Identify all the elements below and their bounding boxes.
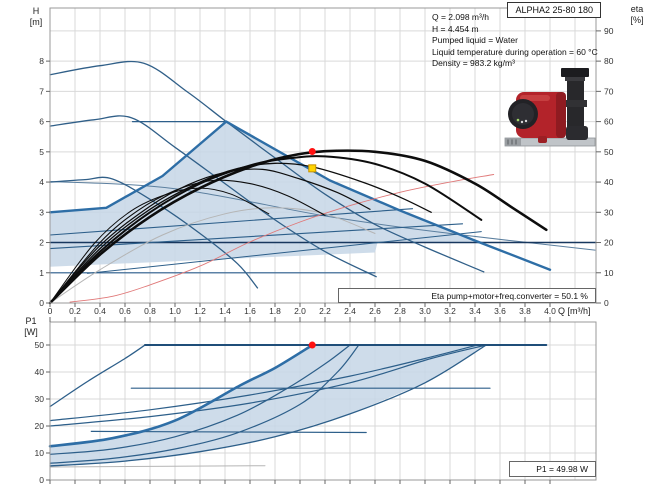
x-tick-label: 1.2 [194, 306, 206, 316]
head-value: H = 4.454 m [432, 23, 479, 34]
y-tick-label: 50 [35, 340, 45, 350]
pump-control-face [508, 99, 538, 129]
x-tick-label: 4.0 [544, 306, 556, 316]
curve-p1-c6 [49, 344, 360, 464]
eta-tick-label: 40 [604, 177, 614, 187]
y-tick-label: 30 [35, 394, 45, 404]
curve-p1-selected [48, 343, 314, 448]
curve-p1-steep [49, 344, 146, 408]
p1-result-box: P1 = 49.98 W [509, 461, 596, 477]
x-tick-label: 3.6 [494, 306, 506, 316]
x-tick-label: 2.4 [344, 306, 356, 316]
curve-p1-c20 [49, 344, 487, 427]
eta-tick-label: 80 [604, 56, 614, 66]
eta-tick-label: 70 [604, 86, 614, 96]
plot-frame-p1 [49, 321, 597, 481]
ticks-p1 [46, 317, 551, 484]
x-tick-label: 1.6 [244, 306, 256, 316]
x-tick-label: 0.8 [144, 306, 156, 316]
eta-tick-label: 90 [604, 26, 614, 36]
pump-product-image [504, 68, 596, 147]
curve-speed-2 [49, 115, 377, 278]
curve-speed-3 [49, 60, 485, 273]
x-tick-label: 1.4 [219, 306, 231, 316]
y-tick-label: 6 [39, 117, 44, 127]
eta-result-box: Eta pump+motor+freq.converter = 50.1 % [338, 288, 596, 303]
pump-pipe-column [561, 68, 589, 140]
curve-envelope-max [225, 120, 552, 271]
y-tick-label: 10 [35, 448, 45, 458]
q-axis-label: Q [m³/h] [558, 306, 591, 316]
y-tick-label: 20 [35, 421, 45, 431]
pump-type-box: ALPHA2 25-80 180 [507, 2, 601, 18]
y-tick-label: 8 [39, 56, 44, 66]
curve-speed-1 [49, 176, 259, 289]
liquid-temperature: Liquid temperature during operation = 60… [432, 46, 598, 57]
y-tick-label: 5 [39, 147, 44, 157]
curve-eta-1-max [48, 149, 548, 305]
x-tick-label: 3.8 [519, 306, 531, 316]
plot-frame-qh [49, 7, 597, 304]
y-tick-label: 40 [35, 367, 45, 377]
curve-pp-upper [49, 208, 414, 236]
eta-tick-label: 10 [604, 268, 614, 278]
x-tick-label: 1.0 [169, 306, 181, 316]
x-tick-label: 2.8 [394, 306, 406, 316]
operating-range-area-p1 [50, 345, 487, 466]
density-value: Density = 983.2 kg/m³ [432, 58, 515, 68]
duty-point[interactable] [308, 164, 317, 173]
efficiency-point[interactable] [308, 148, 316, 156]
eta-axis-label: eta [%] [630, 4, 644, 25]
eta-tick-label: 30 [604, 207, 614, 217]
eta-tick-label: 20 [604, 238, 614, 248]
curve-p1-c22 [49, 344, 479, 422]
curve-pp-lower [87, 231, 482, 274]
curve-envelope-rise [48, 120, 228, 214]
x-tick-label: 0.4 [94, 306, 106, 316]
chart-qh: 0 0.2 0.4 0.6 0.8 1.0 1.2 1.4 1.6 1.8 2.0 2.2 2.4 2.6… [39, 7, 614, 316]
x-tick-label: 0.6 [119, 306, 131, 316]
h-axis-label: H [m] [29, 6, 43, 27]
curve-pp-mid [49, 223, 464, 250]
ticks-qh [46, 30, 601, 307]
curve-p1-gray [49, 465, 266, 468]
x-tick-label: 2.0 [294, 306, 306, 316]
x-tick-label: 3.0 [419, 306, 431, 316]
operating-range-area-qh [50, 121, 482, 267]
x-tick-label: 0 [48, 306, 53, 316]
pumped-liquid: Pumped liquid = Water [432, 35, 518, 45]
curve-p1-c9 [49, 344, 351, 455]
power-point[interactable] [308, 341, 316, 349]
curve-eta-5 [49, 179, 326, 304]
x-tick-label: 2.6 [369, 306, 381, 316]
curve-p1-low [49, 344, 487, 467]
x-tick-label: 3.4 [469, 306, 481, 316]
y-tick-label: 1 [39, 268, 44, 278]
eta-tick-label: 60 [604, 117, 614, 127]
y-tick-label: 0 [39, 298, 44, 308]
p1-axis-label: P1 [W] [24, 316, 38, 337]
chart-p1: 0 10 20 30 40 50 [35, 317, 597, 485]
flow-value: Q = 2.098 m³/h [432, 12, 489, 22]
y-tick-label: 3 [39, 207, 44, 217]
x-tick-label: 3.2 [444, 306, 456, 316]
curve-system-red [69, 174, 495, 303]
y-tick-label: 0 [39, 475, 44, 485]
y-tick-label: 4 [39, 177, 44, 187]
eta-tick-label: 50 [604, 147, 614, 157]
x-tick-label: 2.2 [319, 306, 331, 316]
eta-tick-label: 0 [604, 298, 609, 308]
y-tick-label: 2 [39, 238, 44, 248]
curve-gentle-descent [49, 180, 596, 251]
x-tick-label: 1.8 [269, 306, 281, 316]
y-tick-label: 7 [39, 86, 44, 96]
x-tick-label: 0.2 [69, 306, 81, 316]
operating-data-block: Q = 2.098 m³/h H = 4.454 m Pumped liquid… [432, 12, 598, 70]
